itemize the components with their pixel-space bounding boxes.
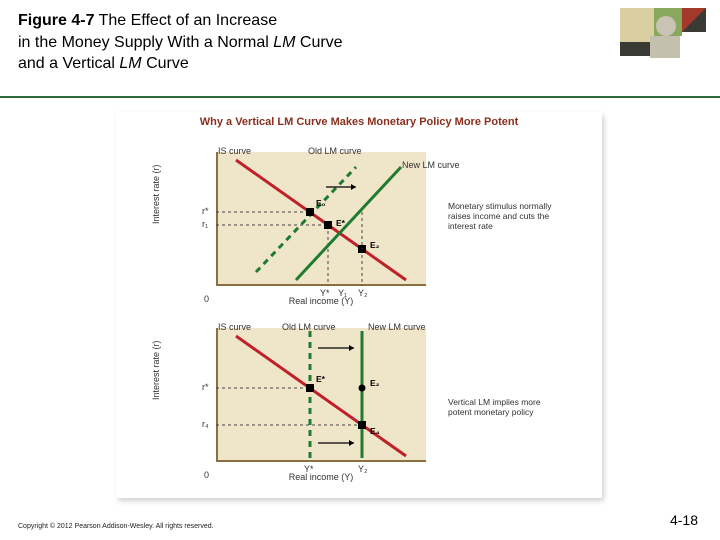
ytick-r4: r₄ (202, 419, 209, 429)
ytick-r1: r₁ (202, 219, 208, 229)
xtick-ystar: Y* (304, 464, 314, 474)
ytick-rstar: r* (202, 206, 209, 216)
plot-lines (216, 152, 426, 286)
figure: Why a Vertical LM Curve Makes Monetary P… (116, 112, 602, 498)
annotation-top: Monetary stimulus normally raises income… (448, 202, 560, 231)
figure-heading: Why a Vertical LM Curve Makes Monetary P… (116, 116, 602, 128)
origin-zero: 0 (204, 294, 209, 304)
plot-top: IS curve Old LM curve New LM curve E₀ E*… (216, 152, 426, 286)
new-lm-label: New LM curve (402, 160, 460, 170)
old-lm-label: Old LM curve (308, 146, 362, 156)
pt-e0: E₀ (316, 198, 326, 208)
plot-bot: IS curve Old LM curve New LM curve E* E₂… (216, 328, 426, 462)
figure-title: Figure 4-7 The Effect of an Increase in … (18, 10, 702, 75)
pt-estar: E* (336, 218, 345, 228)
plot-lines (216, 328, 426, 462)
y-axis-label: Interest rate (r) (151, 164, 161, 224)
pt-e2: E₂ (370, 378, 379, 388)
origin-zero: 0 (204, 470, 209, 480)
xtick-y2: Y₂ (358, 288, 368, 298)
panel-bottom: Interest rate (r) (162, 320, 564, 480)
slide-page: Figure 4-7 The Effect of an Increase in … (0, 0, 720, 540)
header: Figure 4-7 The Effect of an Increase in … (18, 10, 702, 75)
y-axis-label: Interest rate (r) (151, 340, 161, 400)
xtick-y1: Y₁ (338, 288, 347, 298)
xtick-y2: Y₂ (358, 464, 368, 474)
new-lm-label: New LM curve (368, 322, 426, 332)
x-axis-label: Real income (Y) (216, 472, 426, 482)
pt-e2: E₂ (370, 240, 379, 250)
is-label: IS curve (218, 322, 251, 332)
xtick-ystar: Y* (320, 288, 330, 298)
page-number: 4-18 (670, 512, 698, 528)
pt-e4: E₄ (370, 426, 380, 436)
annotation-bot: Vertical LM implies more potent monetary… (448, 398, 560, 418)
divider (0, 96, 720, 98)
old-lm-label: Old LM curve (282, 322, 336, 332)
pt-estar: E* (316, 374, 325, 384)
title-prefix: Figure 4-7 (18, 12, 94, 29)
ytick-rstar: r* (202, 382, 209, 392)
panel-top: Interest rate (r) (162, 144, 564, 304)
is-label: IS curve (218, 146, 251, 156)
copyright: Copyright © 2012 Pearson Addison-Wesley.… (18, 523, 214, 530)
